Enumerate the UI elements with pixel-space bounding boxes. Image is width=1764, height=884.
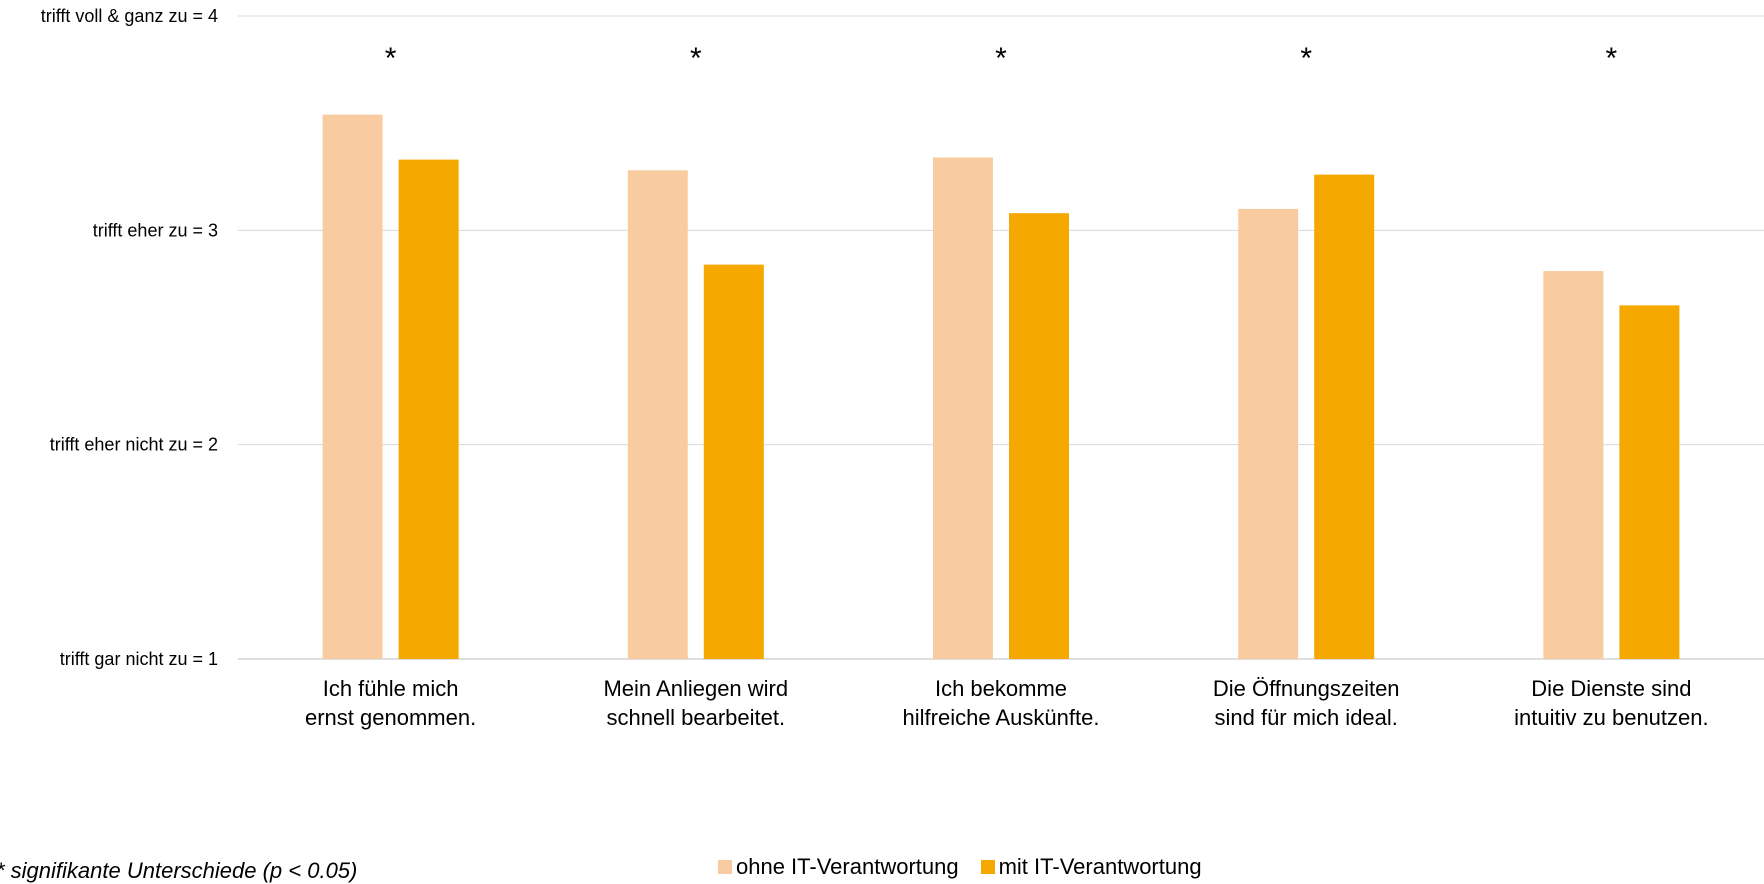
x-category-label: Ich bekomme [935, 676, 1067, 701]
bars [322, 114, 1680, 660]
bar-ohne [627, 170, 688, 659]
legend-label-mit: mit IT-Verantwortung [998, 854, 1202, 879]
legend-swatch-ohne [718, 860, 732, 874]
y-tick-label: trifft eher zu = 3 [93, 220, 218, 240]
x-category-label: Die Dienste sind [1531, 676, 1691, 701]
x-axis-categories: Ich fühle mich ernst genommen. Mein Anlieg… [305, 676, 1709, 730]
bar-mit [1619, 305, 1680, 659]
bar-mit [398, 159, 459, 659]
x-category-label: sind für mich ideal. [1214, 705, 1397, 730]
significance-marker: * [385, 42, 397, 75]
bar-ohne [322, 114, 383, 660]
x-category-label: Die Öffnungszeiten [1213, 676, 1400, 701]
bar-ohne [1238, 208, 1299, 659]
gridlines [238, 15, 1764, 660]
bar-mit [703, 264, 764, 659]
bar-mit [1314, 174, 1375, 659]
x-category-label: hilfreiche Auskünfte. [903, 705, 1100, 730]
x-category-label: ernst genommen. [305, 705, 476, 730]
legend-label-ohne: ohne IT-Verantwortung [736, 854, 959, 879]
significance-marker: * [690, 42, 702, 75]
legend-item-ohne: ohne IT-Verantwortung [718, 855, 959, 879]
significance-marker: * [995, 42, 1007, 75]
significance-marker: * [1300, 42, 1312, 75]
x-category-label: Mein Anliegen wird [603, 676, 788, 701]
x-category-label: intuitiv zu benutzen. [1514, 705, 1708, 730]
significance-marker: * [1606, 42, 1618, 75]
x-category-label: Ich fühle mich [323, 676, 459, 701]
bar-mit [1009, 213, 1069, 660]
footnote: * signifikante Unterschiede (p < 0.05) [0, 858, 358, 883]
significance-markers: * * * * * [385, 42, 1618, 75]
y-axis-ticks: trifft voll & ganz zu = 4 trifft eher zu … [41, 6, 218, 669]
bar-ohne [1543, 271, 1604, 659]
bar-ohne [933, 157, 993, 659]
y-tick-label: trifft gar nicht zu = 1 [60, 649, 218, 669]
legend-swatch-mit [980, 860, 995, 874]
legend-item-mit: mit IT-Verantwortung [980, 854, 1202, 879]
legend: ohne IT-Verantwortung mit IT-Verantwortu… [718, 855, 1202, 879]
y-tick-label: trifft voll & ganz zu = 4 [41, 6, 218, 26]
y-tick-label: trifft eher nicht zu = 2 [50, 435, 218, 455]
x-category-label: schnell bearbeitet. [607, 705, 786, 730]
